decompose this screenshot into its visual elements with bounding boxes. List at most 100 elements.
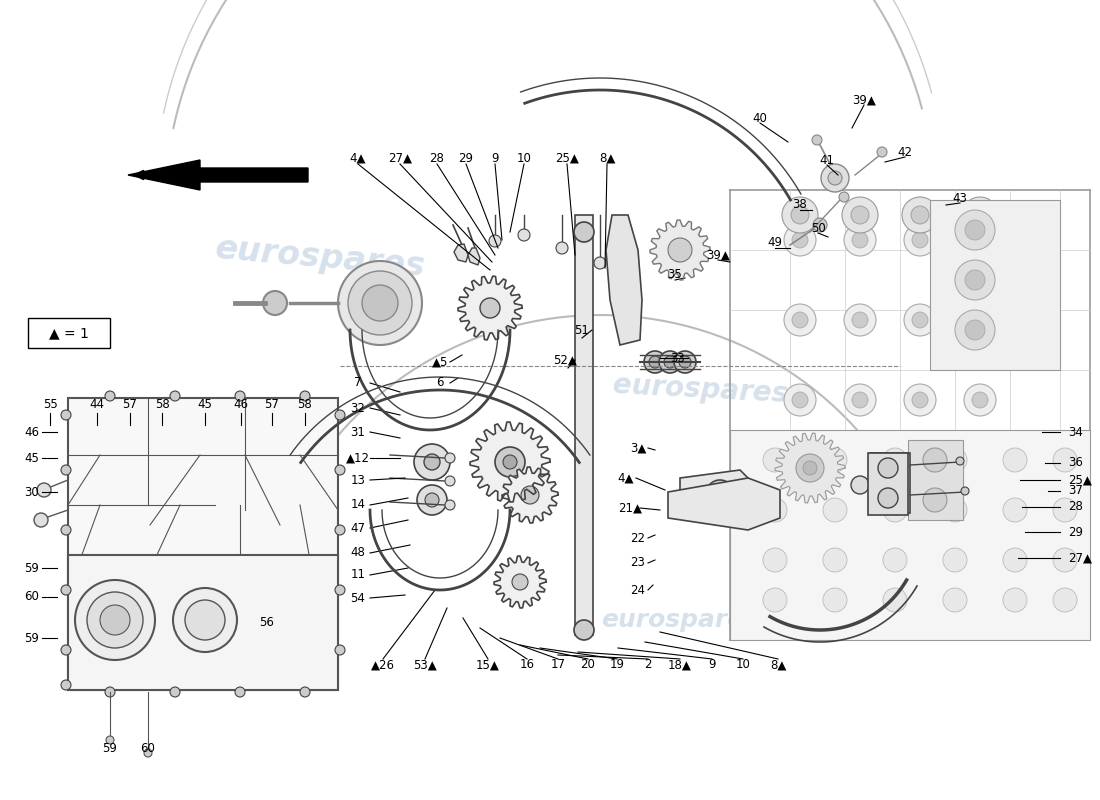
Text: 23: 23	[630, 557, 646, 570]
Text: 57: 57	[122, 398, 138, 411]
Circle shape	[844, 384, 876, 416]
Circle shape	[844, 224, 876, 256]
Polygon shape	[606, 215, 642, 345]
Text: 24: 24	[630, 583, 646, 597]
Circle shape	[902, 197, 938, 233]
Text: 59: 59	[102, 742, 118, 754]
Text: 45: 45	[198, 398, 212, 411]
Text: 10: 10	[517, 151, 531, 165]
Circle shape	[1053, 588, 1077, 612]
Circle shape	[955, 310, 996, 350]
Circle shape	[943, 498, 967, 522]
Text: 27▲: 27▲	[1068, 551, 1092, 565]
Text: 11: 11	[351, 569, 365, 582]
Circle shape	[823, 448, 847, 472]
Circle shape	[904, 464, 936, 496]
Circle shape	[185, 600, 226, 640]
Text: 20: 20	[581, 658, 595, 671]
Text: 38: 38	[793, 198, 807, 211]
Text: 4▲: 4▲	[350, 151, 366, 165]
Circle shape	[964, 464, 996, 496]
Circle shape	[796, 454, 824, 482]
Circle shape	[964, 544, 996, 576]
Circle shape	[878, 458, 898, 478]
Circle shape	[87, 592, 143, 648]
Circle shape	[851, 206, 869, 224]
Text: 40: 40	[752, 111, 768, 125]
Circle shape	[664, 356, 676, 368]
Circle shape	[912, 392, 928, 408]
Text: 19: 19	[609, 658, 625, 671]
Circle shape	[784, 224, 816, 256]
Circle shape	[300, 687, 310, 697]
Circle shape	[235, 687, 245, 697]
Polygon shape	[776, 433, 845, 503]
Circle shape	[1053, 498, 1077, 522]
Circle shape	[923, 448, 947, 472]
Circle shape	[644, 351, 666, 373]
Circle shape	[144, 749, 152, 757]
Circle shape	[1053, 448, 1077, 472]
Circle shape	[792, 552, 808, 568]
Circle shape	[972, 552, 988, 568]
Polygon shape	[468, 248, 480, 265]
Text: ▲26: ▲26	[371, 658, 395, 671]
Text: 47: 47	[351, 522, 365, 534]
Circle shape	[904, 224, 936, 256]
Circle shape	[173, 588, 236, 652]
Circle shape	[792, 312, 808, 328]
Circle shape	[962, 197, 998, 233]
Circle shape	[883, 448, 908, 472]
Circle shape	[792, 472, 808, 488]
Circle shape	[943, 588, 967, 612]
Circle shape	[791, 206, 808, 224]
Text: eurospares: eurospares	[121, 543, 279, 567]
Bar	[730, 430, 1090, 640]
Circle shape	[170, 687, 180, 697]
Circle shape	[60, 410, 72, 420]
Text: 57: 57	[265, 398, 279, 411]
Text: 51: 51	[574, 323, 590, 337]
Circle shape	[338, 261, 422, 345]
Circle shape	[784, 464, 816, 496]
Circle shape	[706, 480, 734, 508]
Circle shape	[852, 392, 868, 408]
Polygon shape	[458, 276, 522, 340]
Text: 29: 29	[459, 151, 473, 165]
Circle shape	[574, 620, 594, 640]
Circle shape	[668, 238, 692, 262]
Circle shape	[813, 218, 827, 232]
Text: 56: 56	[260, 615, 274, 629]
Circle shape	[965, 320, 985, 340]
Circle shape	[911, 206, 930, 224]
Circle shape	[912, 472, 928, 488]
Circle shape	[490, 235, 500, 247]
Circle shape	[844, 304, 876, 336]
Text: 21▲: 21▲	[618, 502, 642, 514]
Circle shape	[60, 465, 72, 475]
Text: 2: 2	[645, 658, 651, 671]
Circle shape	[1053, 548, 1077, 572]
Circle shape	[784, 544, 816, 576]
Circle shape	[883, 588, 908, 612]
Text: 58: 58	[155, 398, 169, 411]
Text: 45: 45	[24, 451, 40, 465]
Polygon shape	[454, 244, 467, 262]
Circle shape	[446, 453, 455, 463]
Circle shape	[972, 392, 988, 408]
Circle shape	[904, 304, 936, 336]
Circle shape	[348, 271, 412, 335]
Text: 60: 60	[24, 590, 40, 603]
Text: ▲5: ▲5	[432, 355, 448, 369]
Circle shape	[782, 197, 818, 233]
Text: 22: 22	[630, 531, 646, 545]
Circle shape	[792, 232, 808, 248]
Circle shape	[60, 645, 72, 655]
Circle shape	[594, 257, 606, 269]
Circle shape	[879, 457, 901, 479]
Circle shape	[518, 229, 530, 241]
Text: 16: 16	[519, 658, 535, 671]
Circle shape	[263, 291, 287, 315]
Text: 25▲: 25▲	[556, 151, 579, 165]
Circle shape	[425, 493, 439, 507]
